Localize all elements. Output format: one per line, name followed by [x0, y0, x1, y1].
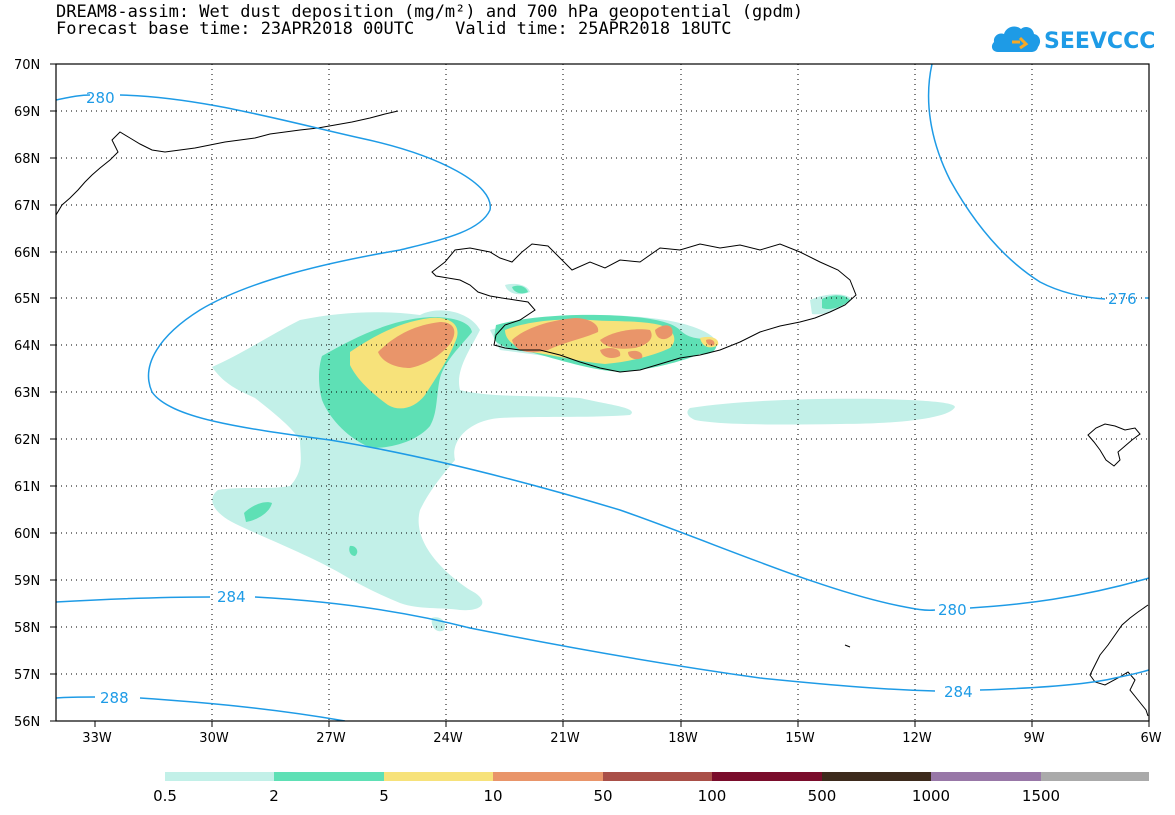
lon-label: 15W	[785, 731, 815, 746]
legend-label: 500	[808, 787, 837, 805]
lon-label: 12W	[902, 731, 932, 746]
legend-label: 5	[379, 787, 389, 805]
legend-swatch	[931, 772, 1041, 781]
lat-label: 66N	[14, 246, 40, 261]
isoline-label-276: 276	[1108, 290, 1137, 308]
coastline-faroe	[1087, 423, 1141, 467]
lat-label: 61N	[14, 480, 40, 495]
legend-swatch	[1041, 772, 1149, 781]
lat-label: 56N	[14, 715, 40, 730]
cloud-icon	[991, 26, 1041, 52]
isoline-276	[927, 64, 1149, 300]
legend-label: 2	[269, 787, 279, 805]
lat-label: 70N	[14, 58, 40, 73]
legend-swatch	[712, 772, 822, 781]
isoline-280-north	[56, 94, 1149, 611]
isoline-label-284-east: 284	[944, 683, 973, 701]
legend-swatch	[384, 772, 493, 781]
frame-ticks	[50, 63, 1150, 727]
lat-label: 58N	[14, 621, 40, 636]
legend-label: 100	[698, 787, 727, 805]
lat-label: 63N	[14, 386, 40, 401]
geopotential-isolines	[56, 64, 1149, 721]
lon-label: 18W	[668, 731, 698, 746]
lat-label: 57N	[14, 668, 40, 683]
legend-swatch	[603, 772, 712, 781]
lat-label: 64N	[14, 339, 40, 354]
coastline-islet	[844, 644, 851, 648]
legend-label: 0.5	[153, 787, 177, 805]
isoline-labels: 280 276 284 280 284 288	[86, 89, 1137, 707]
legend-swatch	[165, 772, 274, 781]
lon-label: 6W	[1140, 731, 1161, 746]
plot-frame	[55, 63, 1150, 722]
lon-label: 21W	[550, 731, 580, 746]
coastlines	[56, 110, 1149, 717]
latitude-labels: 70N 69N 68N 67N 66N 65N 64N 63N 62N 61N …	[14, 58, 40, 730]
isoline-288	[56, 696, 346, 721]
longitude-labels: 33W 30W 27W 24W 21W 18W 15W 12W 9W 6W	[82, 731, 1161, 746]
legend-swatch	[822, 772, 931, 781]
lon-label: 24W	[433, 731, 463, 746]
isoline-label-288: 288	[100, 689, 129, 707]
lat-label: 65N	[14, 292, 40, 307]
lat-label: 62N	[14, 433, 40, 448]
color-legend: 0.5 2 5 10 50 100 500 1000 1500	[153, 772, 1149, 805]
lon-label: 33W	[82, 731, 112, 746]
isoline-label-280-south: 280	[938, 601, 967, 619]
coastline-greenland	[56, 110, 399, 216]
lon-label: 27W	[316, 731, 346, 746]
gridlines	[56, 64, 1149, 721]
lon-label: 9W	[1023, 731, 1044, 746]
lat-label: 69N	[14, 105, 40, 120]
map-title: DREAM8-assim: Wet dust deposition (mg/m²…	[56, 2, 804, 22]
lat-label: 68N	[14, 152, 40, 167]
legend-label: 1500	[1022, 787, 1060, 805]
legend-swatch	[274, 772, 384, 781]
map-subtitle: Forecast base time: 23APR2018 00UTC Vali…	[56, 19, 732, 39]
lat-label: 67N	[14, 199, 40, 214]
isoline-label-280-north: 280	[86, 89, 115, 107]
isoline-284	[56, 596, 1149, 692]
coastline-iceland	[431, 243, 857, 373]
legend-swatch	[493, 772, 603, 781]
logo-text: SEEVCCC	[1044, 29, 1155, 54]
dust-deposition-shading	[212, 283, 955, 632]
lat-label: 59N	[14, 574, 40, 589]
seevccc-logo: SEEVCCC	[991, 26, 1155, 54]
lat-label: 60N	[14, 527, 40, 542]
legend-label: 1000	[912, 787, 950, 805]
legend-label: 10	[483, 787, 502, 805]
legend-label: 50	[593, 787, 612, 805]
lon-label: 30W	[199, 731, 229, 746]
coastline-scotland	[1089, 604, 1149, 717]
isoline-label-284-west: 284	[217, 588, 246, 606]
